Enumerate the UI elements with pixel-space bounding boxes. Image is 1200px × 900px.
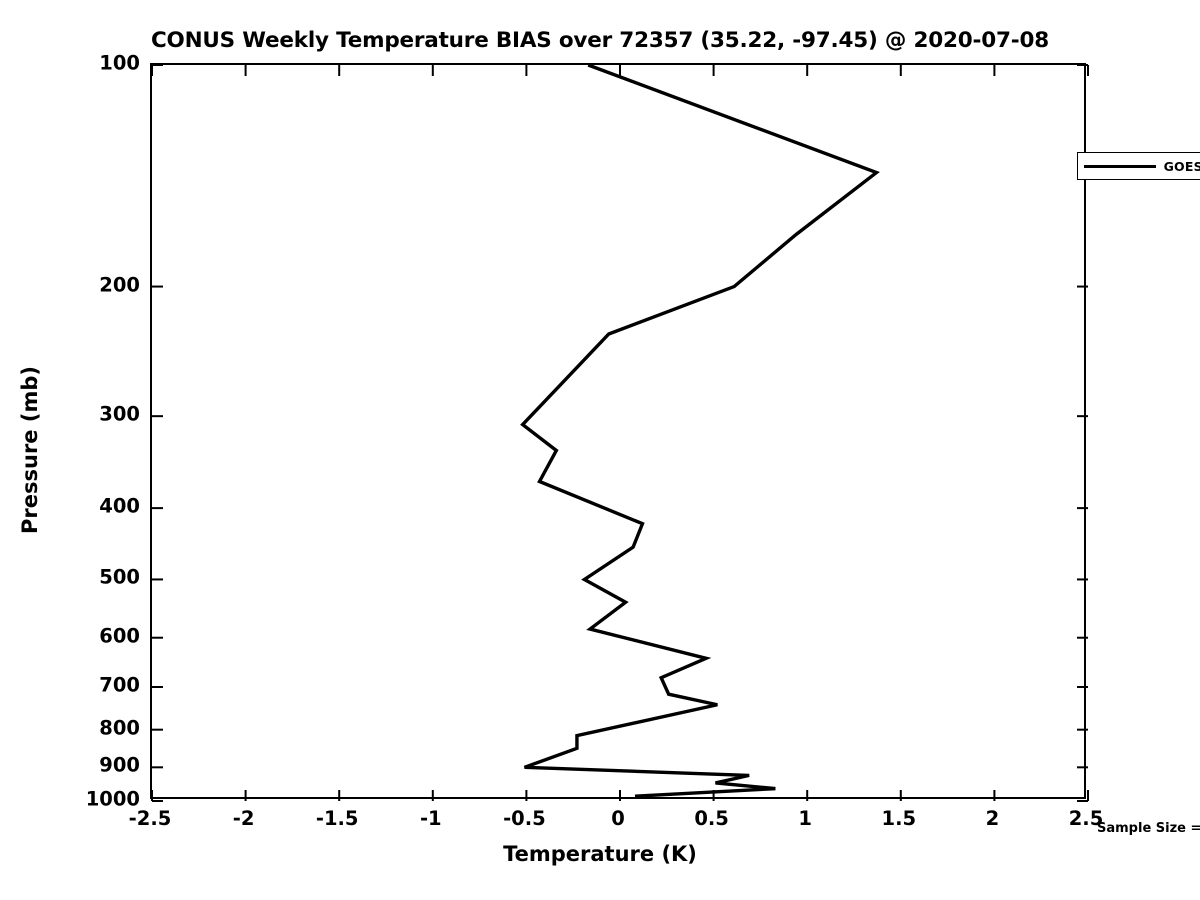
legend-box[interactable]: GOES-16 [1077,152,1200,180]
x-tick-0: 0 [611,807,625,830]
x-tick-2: 2 [985,807,1000,830]
x-tick-2p5: 2.5 [1068,807,1104,830]
plot-area: GOES-16 Sample Size = 9 [150,63,1200,836]
y-tick-300: 300 [99,402,140,426]
x-tick-1: 1 [798,807,812,830]
y-tick-400: 400 [99,494,140,518]
x-tick-1p5: 1.5 [881,807,917,830]
x-tick-neg2p5: -2.5 [128,807,172,830]
y-tick-800: 800 [99,716,140,740]
y-tick-700: 700 [99,673,140,697]
x-tick-0p5: 0.5 [694,807,729,830]
x-tick-neg1: -1 [419,807,442,830]
sample-size-annotation: Sample Size = 9 [1097,821,1200,836]
legend-line-swatch [1084,164,1156,168]
legend-label-goes16: GOES-16 [1163,158,1200,174]
chart-title: CONUS Weekly Temperature BIAS over 72357… [150,28,1050,53]
y-tick-100: 100 [99,51,140,75]
y-tick-1000: 1000 [85,787,140,811]
x-tick-neg2: -2 [232,807,255,830]
x-axis-title: Temperature (K) [503,842,697,866]
x-tick-neg1p5: -1.5 [315,807,359,830]
data-line-goes-16 [520,63,880,798]
y-tick-200: 200 [99,273,140,297]
x-tick-neg0p5: -0.5 [503,807,546,830]
y-tick-900: 900 [99,753,140,777]
y-tick-500: 500 [99,565,140,589]
data-line-svg [151,63,1089,802]
y-axis-title: Pressure (mb) [18,366,42,534]
y-tick-600: 600 [99,624,140,648]
